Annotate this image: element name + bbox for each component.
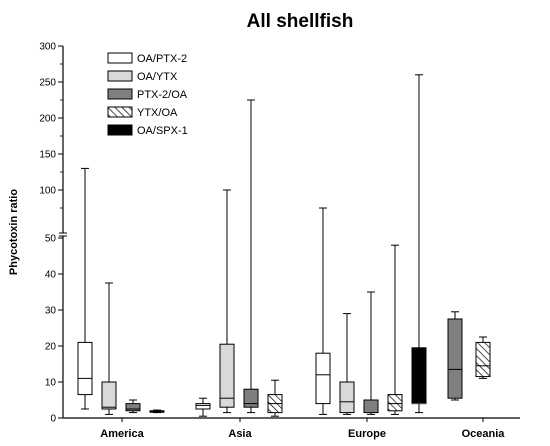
axes: 0 10 20 30 40 50 100 150 200 250 300 America Asia Eur… xyxy=(39,42,520,440)
legend-swatch xyxy=(107,124,133,136)
y-tick-label: 30 xyxy=(45,306,57,317)
box-europe-oa-ytx xyxy=(339,313,355,415)
box-america-ptx-2-oa xyxy=(125,399,141,414)
box xyxy=(339,381,355,414)
box xyxy=(475,341,491,378)
box xyxy=(77,341,93,396)
legend-swatch xyxy=(107,106,133,118)
box-asia-ptx-2-oa xyxy=(243,99,259,414)
legend-swatch xyxy=(107,88,133,100)
box-asia-oa-ptx-2 xyxy=(195,397,211,417)
box-europe-oa-ptx-2 xyxy=(315,207,331,415)
box xyxy=(195,403,211,410)
box xyxy=(243,388,259,408)
chart-title: All shellfish xyxy=(247,11,354,32)
x-tick-label: America xyxy=(100,428,144,440)
legend-label: OA/SPX-1 xyxy=(137,125,188,137)
box-oceania-ptx-2-oa xyxy=(447,311,463,401)
y-tick-label: 300 xyxy=(39,42,56,53)
box xyxy=(411,347,427,405)
legend-label: YTX/OA xyxy=(137,107,178,119)
box-europe-ptx-2-oa xyxy=(363,291,379,415)
box xyxy=(101,381,117,410)
box-oceania-ytx-oa xyxy=(475,336,491,379)
box-europe-ytx-oa xyxy=(387,244,403,415)
legend-swatch xyxy=(107,52,133,64)
y-tick-label: 50 xyxy=(45,234,57,245)
box-plots xyxy=(77,74,491,417)
legend-label: OA/YTX xyxy=(137,71,178,83)
y-tick-label: 100 xyxy=(39,186,56,197)
box-asia-oa-ytx xyxy=(219,189,235,414)
y-tick-label: 10 xyxy=(45,378,57,389)
box-america-ytx-oa xyxy=(149,409,165,414)
y-tick-label: 250 xyxy=(39,78,56,89)
y-tick-label: 0 xyxy=(50,414,56,425)
x-tick-label: Asia xyxy=(228,428,252,440)
box-europe-oa-spx-1 xyxy=(411,74,427,414)
box xyxy=(387,394,403,412)
y-tick-label: 20 xyxy=(45,342,57,353)
box xyxy=(363,399,379,414)
x-tick-label: Oceania xyxy=(462,428,506,440)
legend-label: PTX-2/OA xyxy=(137,89,188,101)
legend-label: OA/PTX-2 xyxy=(137,53,187,65)
legend-swatch xyxy=(107,70,133,82)
box xyxy=(125,403,141,412)
y-tick-label: 150 xyxy=(39,150,56,161)
y-tick-label: 40 xyxy=(45,270,57,281)
box xyxy=(219,343,235,408)
y-axis-label: Phycotoxin ratio xyxy=(8,189,20,275)
box-america-oa-ytx xyxy=(101,282,117,415)
box-asia-ytx-oa xyxy=(267,379,283,417)
box-america-oa-ptx-2 xyxy=(77,167,93,410)
legend: OA/PTX-2 OA/YTX PTX-2/OA YTX/OA OA/SPX-1 xyxy=(107,52,188,137)
box xyxy=(315,352,331,405)
x-tick-label: Europe xyxy=(348,428,386,440)
box xyxy=(447,318,463,399)
y-tick-label: 200 xyxy=(39,114,56,125)
